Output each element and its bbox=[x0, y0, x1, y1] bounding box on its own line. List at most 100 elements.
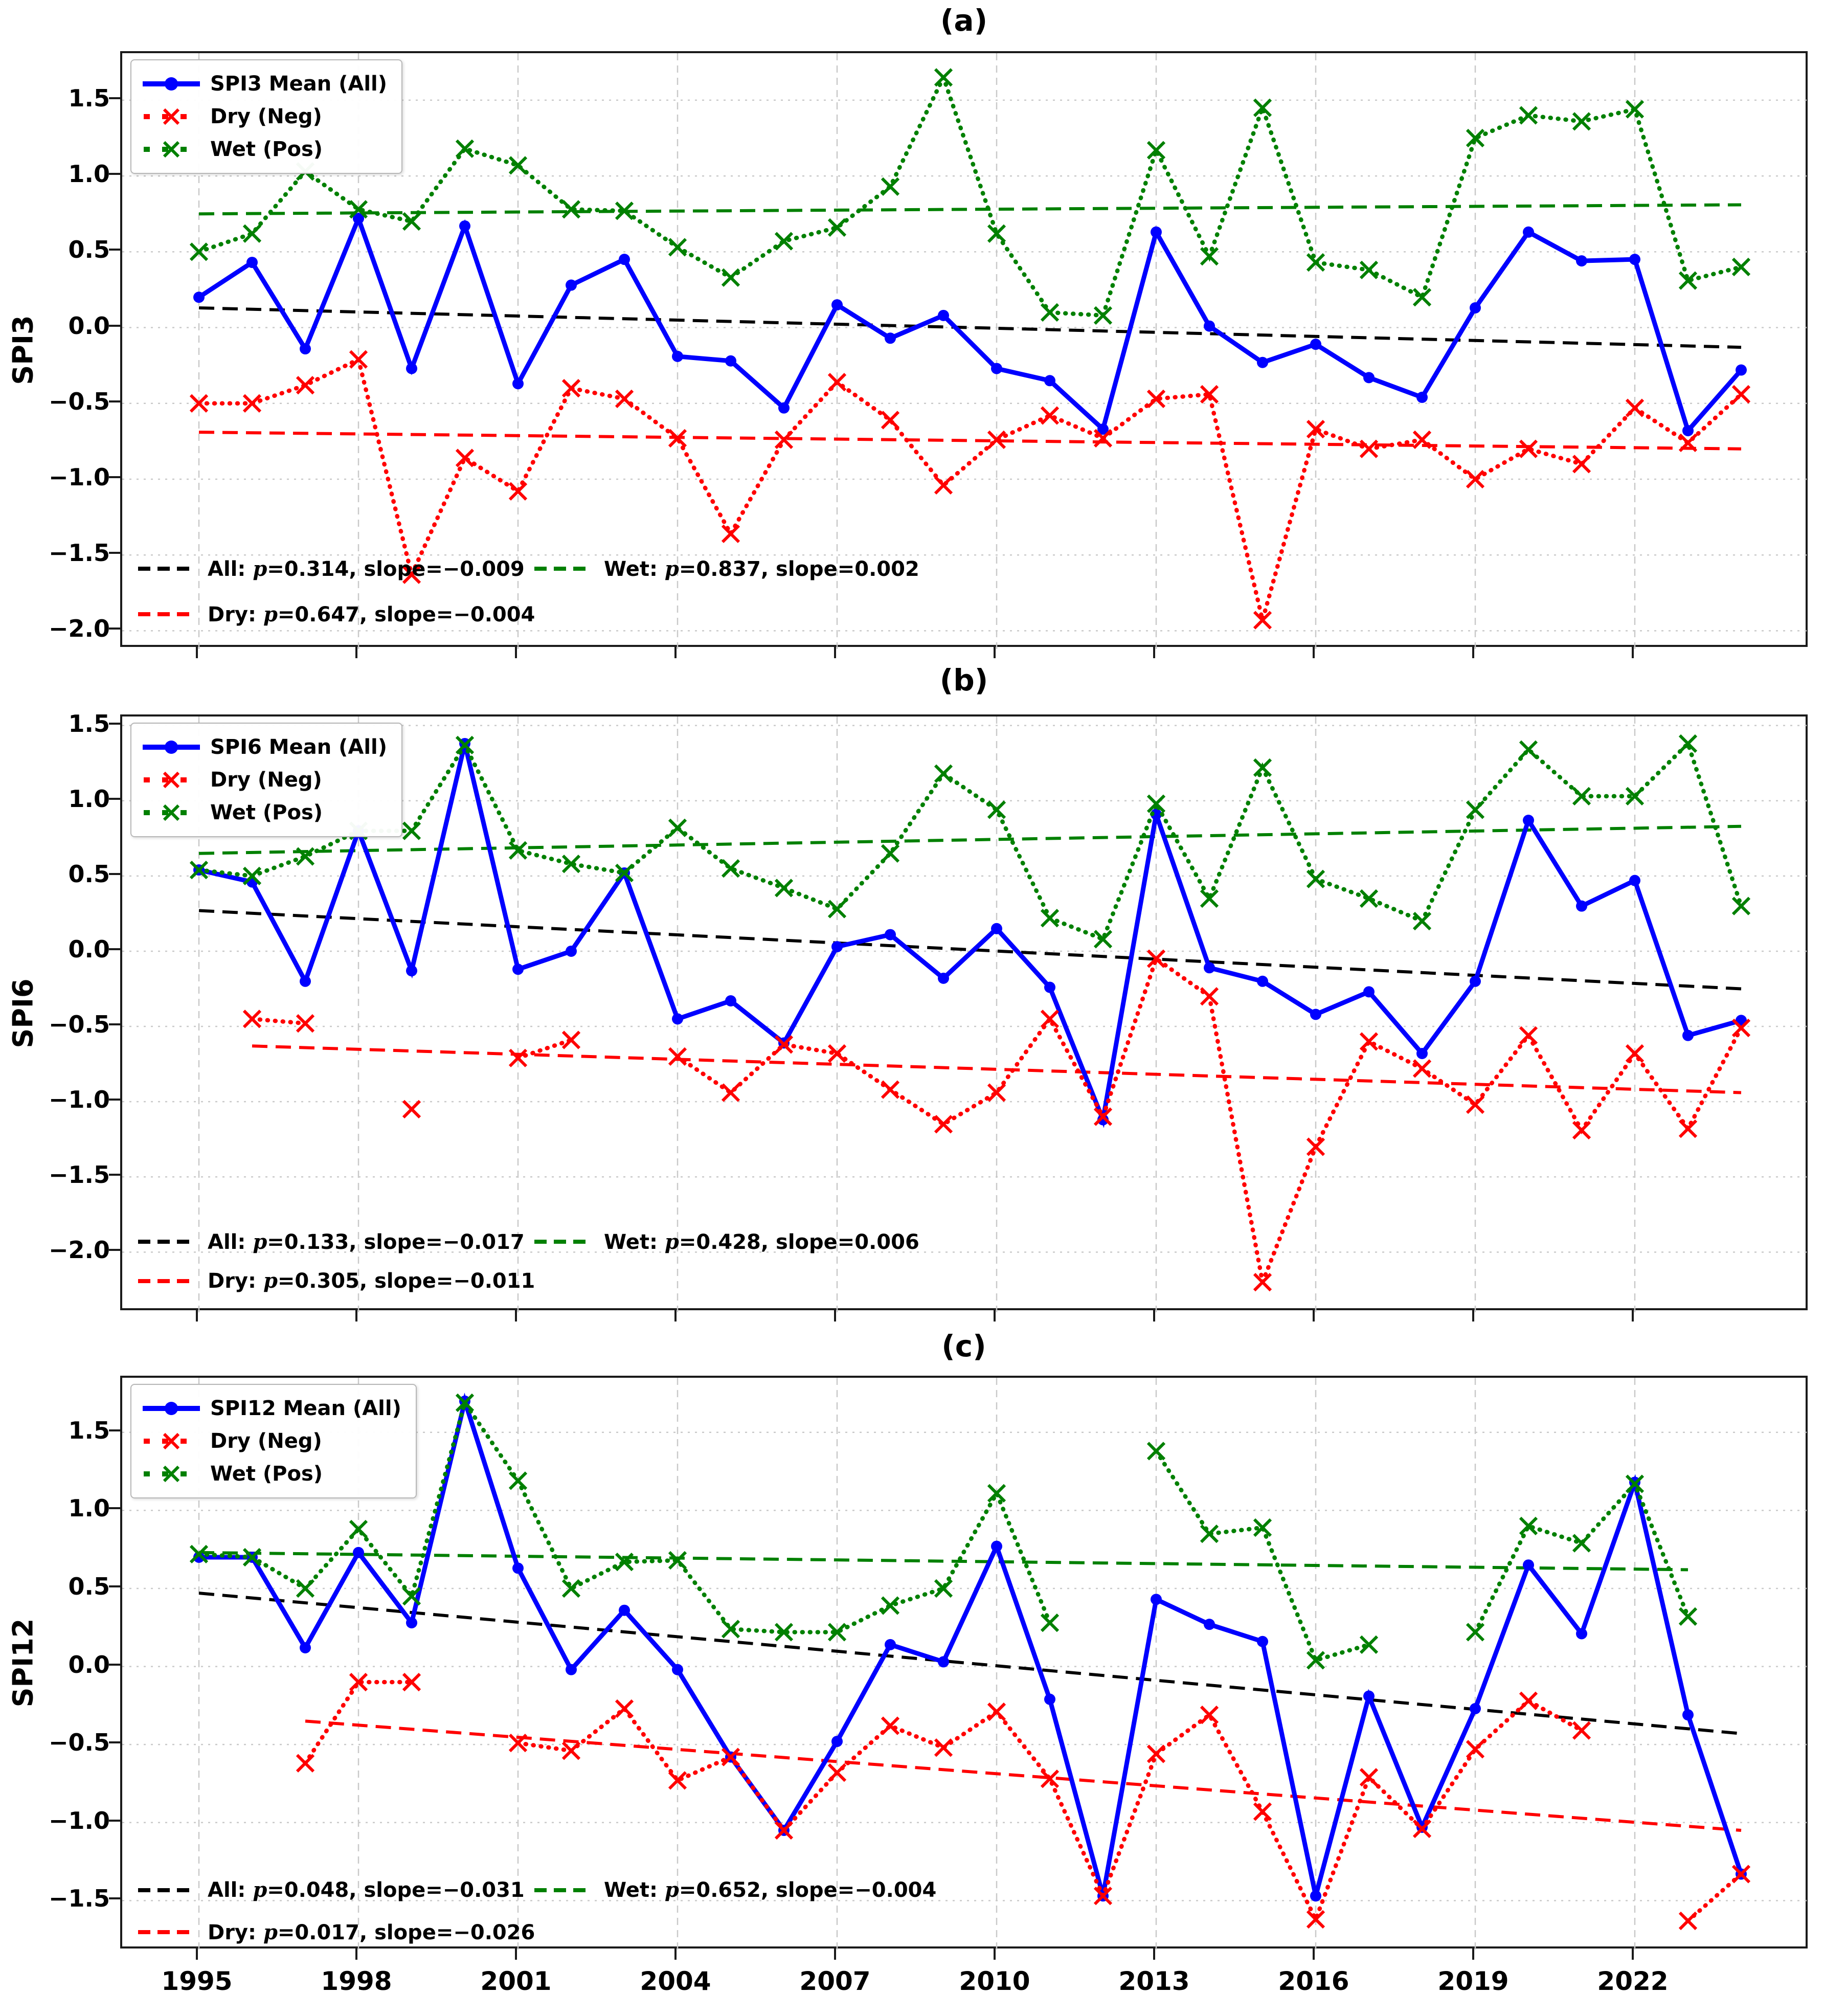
dry-x-marker bbox=[827, 373, 847, 392]
dry-x-marker bbox=[1040, 406, 1060, 425]
dry-x-marker bbox=[1093, 1887, 1113, 1906]
dry-x-marker bbox=[721, 1083, 740, 1102]
dry-x-marker bbox=[827, 1044, 847, 1063]
dry-x-marker bbox=[561, 379, 581, 398]
mean-line bbox=[197, 212, 1743, 436]
mean-point-marker bbox=[1204, 1619, 1215, 1630]
dry-x-marker bbox=[349, 1672, 368, 1692]
dry-x-marker bbox=[1306, 1137, 1325, 1156]
y-tick-label: 1.0 bbox=[68, 1494, 110, 1522]
mean-point-marker bbox=[406, 363, 417, 374]
dry-x-marker bbox=[668, 429, 687, 448]
mean-point-marker bbox=[1576, 1628, 1587, 1640]
trend-annotation-dry: Dry: p=0.305, slope=−0.011 bbox=[138, 1269, 535, 1293]
dry-x-marker bbox=[508, 482, 528, 501]
mean-point-marker bbox=[1523, 226, 1534, 238]
dry-x-marker bbox=[1519, 1691, 1538, 1710]
wet-x-marker bbox=[1093, 930, 1113, 949]
mean-point-marker bbox=[1310, 1890, 1321, 1902]
x-tick-label-2007: 2007 bbox=[799, 1966, 871, 1996]
wet-x-marker bbox=[189, 1544, 209, 1563]
mean-point-marker bbox=[300, 1642, 311, 1653]
x-tick-mark bbox=[196, 1948, 198, 1960]
mean-point-marker bbox=[512, 378, 524, 390]
wet-x-marker bbox=[1466, 800, 1485, 819]
dry-x-marker bbox=[1625, 1044, 1645, 1063]
wet-legend-sample-icon bbox=[144, 804, 199, 821]
annotation-text: Dry: p=0.017, slope=−0.026 bbox=[208, 1920, 535, 1944]
dry-dash-sample-icon bbox=[138, 612, 194, 617]
y-tick-mark bbox=[109, 948, 120, 950]
x-tick-mark bbox=[834, 647, 836, 658]
x-tick-mark bbox=[1313, 647, 1315, 658]
mean-point-marker bbox=[1629, 875, 1640, 886]
mean-point-marker bbox=[1204, 962, 1215, 974]
wet-line bbox=[1473, 1480, 1691, 1634]
y-tick-mark bbox=[109, 1099, 120, 1101]
y-tick-label: −2.0 bbox=[48, 615, 110, 643]
dry-x-marker bbox=[668, 1771, 687, 1790]
wet-x-marker bbox=[668, 1551, 687, 1570]
wet-x-marker bbox=[1306, 1651, 1325, 1670]
wet-dash-sample-icon bbox=[534, 567, 591, 571]
wet-x-marker bbox=[1093, 306, 1113, 325]
y-tick-mark bbox=[109, 1023, 120, 1026]
legend-label: Dry (Neg) bbox=[210, 768, 322, 792]
panel-c-title: (c) bbox=[941, 1329, 986, 1363]
y-tick-label: 1.0 bbox=[68, 160, 110, 188]
wet-x-marker bbox=[189, 860, 209, 880]
wet-x-marker bbox=[1572, 1534, 1591, 1553]
y-tick-mark bbox=[109, 628, 120, 630]
wet-x-marker bbox=[1146, 141, 1166, 160]
mean-point-marker bbox=[1310, 339, 1321, 350]
annotation-text: All: p=0.133, slope=−0.017 bbox=[208, 1229, 525, 1254]
x-tick-label-2004: 2004 bbox=[640, 1966, 711, 1996]
wet-x-marker bbox=[987, 800, 1006, 819]
dry-legend-sample-icon bbox=[144, 771, 199, 789]
wet-x-marker bbox=[1146, 1442, 1166, 1461]
wet-x-marker bbox=[1572, 787, 1591, 806]
wet-x-marker bbox=[721, 268, 740, 287]
dry-x-marker bbox=[1359, 1768, 1379, 1787]
mean-point-marker bbox=[885, 929, 896, 940]
mean-point-marker bbox=[1682, 1709, 1694, 1721]
dry-x-marker bbox=[296, 376, 315, 395]
x-tick-mark bbox=[196, 647, 198, 658]
dry-x-marker bbox=[881, 1716, 900, 1735]
wet-x-marker bbox=[1412, 288, 1432, 307]
dry-dash-sample-icon bbox=[138, 1279, 194, 1283]
y-tick-mark bbox=[109, 1585, 120, 1587]
wet-x-marker bbox=[881, 177, 900, 196]
wet-x-marker bbox=[561, 1579, 581, 1598]
x-tick-mark bbox=[1632, 1310, 1634, 1321]
wet-x-marker bbox=[1359, 260, 1379, 280]
wet-x-marker bbox=[987, 224, 1006, 243]
mean-point-marker bbox=[672, 1664, 683, 1675]
mean-point-marker bbox=[300, 343, 311, 355]
mean-point-marker bbox=[938, 1656, 949, 1668]
dry-x-marker bbox=[774, 1035, 794, 1054]
mean-point-marker bbox=[193, 292, 205, 303]
wet-x-marker bbox=[721, 859, 740, 878]
y-tick-label: 0.0 bbox=[68, 1650, 110, 1678]
wet-legend-sample-icon bbox=[144, 141, 199, 158]
dry-x-marker bbox=[296, 1754, 315, 1773]
dry-x-marker bbox=[1093, 1107, 1113, 1126]
y-tick-mark bbox=[109, 476, 120, 478]
wet-x-marker bbox=[1040, 909, 1060, 928]
wet-x-marker bbox=[1359, 889, 1379, 908]
y-tick-label: −0.5 bbox=[48, 387, 110, 415]
wet-x-marker bbox=[242, 1548, 262, 1567]
dry-x-marker bbox=[1093, 429, 1113, 448]
legend-item-wet: Wet (Pos) bbox=[141, 1458, 401, 1490]
dry-x-marker bbox=[242, 394, 262, 413]
trend-annotation-wet: Wet: p=0.428, slope=0.006 bbox=[534, 1230, 919, 1254]
dry-x-marker bbox=[987, 1702, 1006, 1721]
mean-point-marker bbox=[1151, 809, 1162, 820]
dry-x-marker bbox=[561, 1031, 581, 1049]
wet-x-marker bbox=[1253, 98, 1272, 117]
dry-x-marker bbox=[1200, 1706, 1219, 1724]
dry-line bbox=[250, 1017, 308, 1026]
dry-x-marker bbox=[1359, 439, 1379, 458]
y-tick-mark bbox=[109, 1507, 120, 1510]
